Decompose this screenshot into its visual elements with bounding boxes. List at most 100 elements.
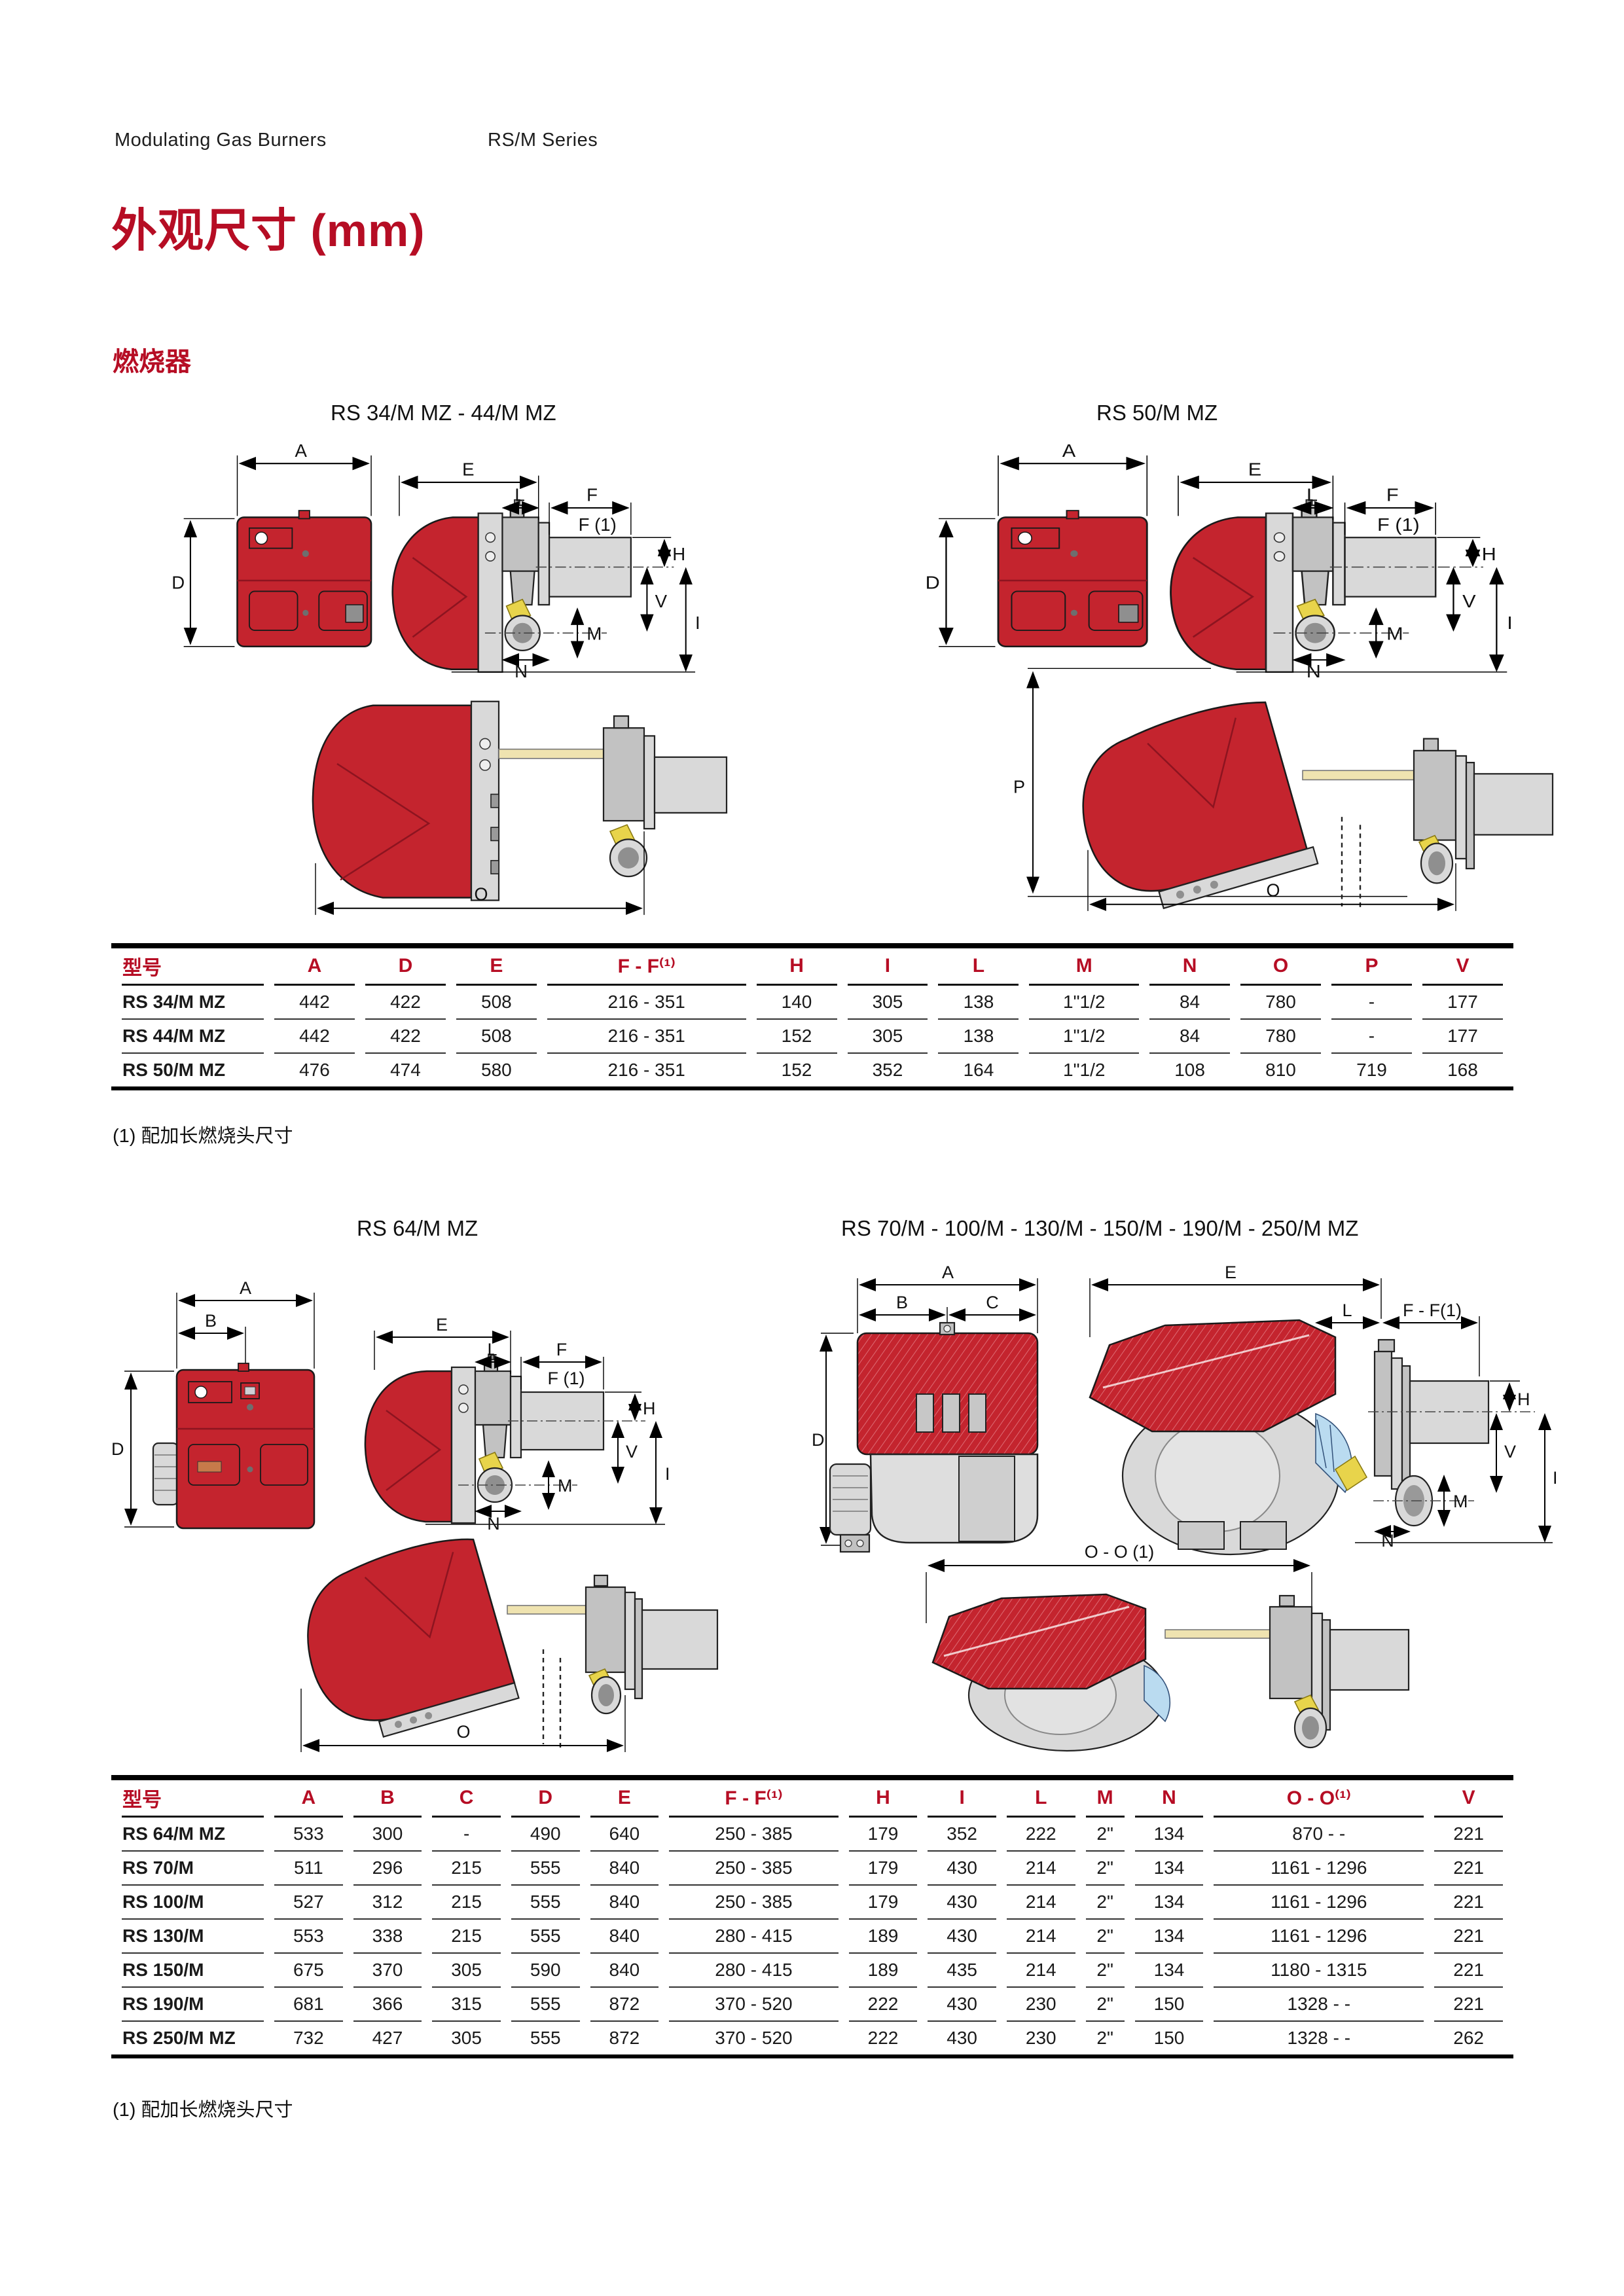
column-header: E: [590, 1780, 659, 1818]
burner-open-view: O - O (1): [926, 1542, 1410, 1752]
burner-open-view: O: [312, 700, 728, 915]
table-cell: 250 - 385: [669, 1818, 839, 1852]
rs64-open-position-diagram: O: [300, 1538, 719, 1752]
column-header: N: [1134, 1780, 1204, 1818]
dim-label-p: P: [1013, 777, 1025, 797]
footnote-1: (1) 配加长燃烧头尺寸: [113, 1126, 293, 1147]
dim-label-i: I: [1553, 1468, 1558, 1488]
dim-label-m: M: [1453, 1492, 1468, 1511]
table-cell: 780: [1240, 986, 1321, 1020]
column-header: O: [1240, 948, 1321, 986]
table-cell: 640: [590, 1818, 659, 1852]
table-cell: 2": [1085, 1954, 1125, 1988]
table-row: RS 250/M MZ 732 427 305 555 872 370 - 520 222 43…: [122, 2022, 1503, 2054]
table-cell: 222: [867, 2028, 899, 2048]
table-cell: 508: [456, 1020, 537, 1054]
table-cell: RS 50/M MZ: [122, 1060, 226, 1080]
table-cell: 840: [590, 1954, 659, 1988]
dim-label-a: A: [240, 1278, 251, 1298]
table-cell: 1161 - 1296: [1214, 1852, 1424, 1886]
table-cell: 2": [1085, 1920, 1125, 1954]
table-cell: 2": [1085, 1852, 1125, 1886]
dim-label-i: I: [665, 1464, 670, 1484]
table-cell: 84: [1149, 1020, 1231, 1054]
column-header: F - F⁽¹⁾: [669, 1780, 839, 1818]
footnote-2: (1) 配加长燃烧头尺寸: [113, 2100, 293, 2121]
table-cell: 221: [1434, 1920, 1503, 1954]
dim-label-b: B: [205, 1311, 217, 1331]
rs64-dimension-diagram: A B D: [111, 1278, 670, 1534]
dim-label-v: V: [626, 1442, 638, 1462]
column-header: F - F⁽¹⁾: [547, 948, 746, 986]
diagram-label-rs50: RS 50/M MZ: [1096, 401, 1218, 425]
column-header: D: [365, 948, 446, 986]
table2-wrap: 型号 A B C D E F - F⁽¹⁾ H I L M N O - O⁽¹⁾ V RS 64/M MZ 5…: [111, 1775, 1513, 2058]
table-cell: 872: [590, 1988, 659, 2022]
dim-label-e: E: [1225, 1263, 1236, 1282]
table-cell: RS 44/M MZ: [122, 1020, 264, 1054]
table-cell: 280 - 415: [669, 1954, 839, 1988]
table-cell: 870 - -: [1214, 1818, 1424, 1852]
table-cell: 580: [481, 1060, 512, 1080]
table-cell: 296: [353, 1852, 422, 1886]
table-cell: 216 - 351: [547, 986, 746, 1020]
table-cell: RS 64/M MZ: [122, 1818, 264, 1852]
table-cell: 338: [353, 1920, 422, 1954]
diagram-label-rs34-44: RS 34/M MZ - 44/M MZ: [331, 401, 556, 425]
table-cell: 474: [390, 1060, 421, 1080]
burner-front-view: A B C D: [812, 1263, 1039, 1553]
dim-label-h: H: [1517, 1390, 1530, 1409]
table-cell: 490: [511, 1818, 580, 1852]
table-cell: 152: [781, 1060, 812, 1080]
column-header: N: [1149, 948, 1231, 986]
table-cell: 2": [1085, 1988, 1125, 2022]
table-cell: 214: [1006, 1852, 1075, 1886]
table-cell: 221: [1434, 1818, 1503, 1852]
column-header: V: [1422, 948, 1503, 986]
column-header: L: [938, 948, 1019, 986]
table-cell: RS 250/M MZ: [122, 2028, 236, 2048]
table-cell: 527: [274, 1886, 343, 1920]
table-cell: RS 70/M: [122, 1852, 264, 1886]
dimensions-table-large-burners: 型号 A B C D E F - F⁽¹⁾ H I L M N O - O⁽¹⁾ V RS 64/M MZ 5…: [111, 1775, 1513, 2058]
dim-label-b: B: [896, 1293, 908, 1312]
table-cell: 179: [848, 1852, 918, 1886]
column-header: A: [274, 948, 355, 986]
column-header: 型号: [122, 948, 264, 986]
table-cell: 1180 - 1315: [1214, 1954, 1424, 1988]
dim-label-c: C: [986, 1293, 999, 1312]
table-row: RS 150/M 675 370 305 590 840 280 - 415 189 435 21…: [122, 1954, 1503, 1988]
table-cell: 134: [1134, 1886, 1204, 1920]
table-cell: 179: [848, 1818, 918, 1852]
table-cell: 138: [938, 986, 1019, 1020]
table-cell: 312: [353, 1886, 422, 1920]
burner-open-view: P O: [1013, 668, 1554, 911]
table-cell: 262: [1453, 2028, 1484, 2048]
table-cell: 1328 - -: [1214, 1988, 1424, 2022]
table-cell: 555: [511, 1920, 580, 1954]
table-cell: RS 130/M: [122, 1920, 264, 1954]
table-cell: 508: [456, 986, 537, 1020]
diagram-label-rs64: RS 64/M MZ: [357, 1216, 478, 1240]
table-cell: 134: [1134, 1954, 1204, 1988]
table-cell: 305: [847, 1020, 928, 1054]
column-header: L: [1006, 1780, 1075, 1818]
column-header: O - O⁽¹⁾: [1214, 1780, 1424, 1818]
table-cell: 134: [1134, 1818, 1204, 1852]
page-title: 外观尺寸 (mm): [111, 205, 425, 256]
table-cell: 370 - 520: [715, 2028, 793, 2048]
column-header: M: [1029, 948, 1140, 986]
table-cell: 430: [928, 1920, 996, 1954]
table-cell: 442: [274, 1020, 355, 1054]
table-cell: 1328 - -: [1287, 2028, 1351, 2048]
table-cell: 300: [353, 1818, 422, 1852]
table-cell: 352: [928, 1818, 996, 1852]
column-header: A: [274, 1780, 343, 1818]
column-header: E: [456, 948, 537, 986]
column-header: P: [1331, 948, 1412, 986]
table-cell: 150: [1134, 1988, 1204, 2022]
table-cell: 221: [1434, 1886, 1503, 1920]
rs70-250-open-position-diagram: O - O (1): [926, 1542, 1410, 1752]
table-cell: 511: [274, 1852, 343, 1886]
